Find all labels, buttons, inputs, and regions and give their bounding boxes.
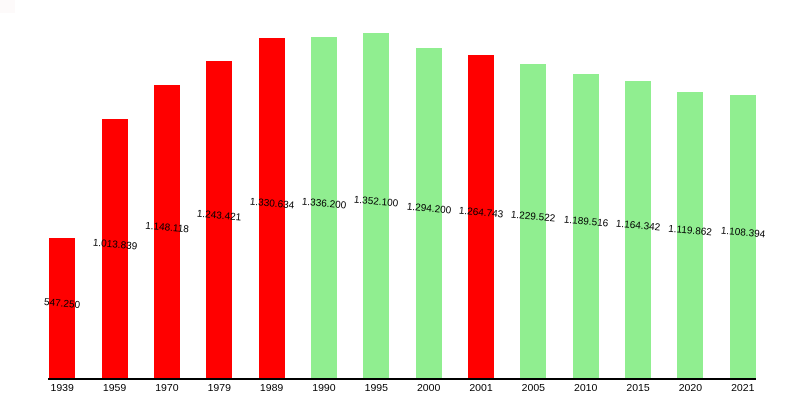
value-label-2000: 1.294.200	[405, 201, 452, 217]
bar-2000	[415, 48, 442, 378]
bar-2010	[572, 74, 599, 378]
year-label-2010: 2010	[574, 382, 598, 394]
value-label-1995: 1.352.100	[353, 194, 399, 209]
year-label-2001: 2001	[469, 382, 493, 394]
year-label-1979: 1979	[207, 382, 231, 394]
bar-1990	[310, 37, 337, 378]
bar-1979	[206, 61, 233, 378]
value-label-2010: 1.189.516	[563, 214, 609, 230]
year-label-2021: 2021	[731, 382, 755, 394]
value-label-1959: 1.013.839	[91, 237, 138, 252]
year-label-2005: 2005	[521, 382, 546, 394]
bar-2020	[677, 92, 704, 378]
value-label-1990: 1.336.200	[301, 196, 347, 211]
bar-2001	[468, 55, 494, 378]
year-label-2000: 2000	[416, 382, 441, 394]
bar-2005	[520, 64, 547, 378]
value-label-2015: 1.164.342	[615, 218, 661, 233]
year-label-1939: 1939	[50, 382, 74, 394]
bar-1939	[49, 238, 76, 378]
value-label-1970: 1.148.118	[144, 220, 190, 235]
x-axis-line	[48, 378, 756, 380]
bar-2015	[625, 81, 652, 378]
bar-1995	[363, 33, 390, 378]
value-label-1989: 1.330.634	[248, 196, 295, 212]
year-label-2015: 2015	[626, 382, 650, 394]
year-label-1989: 1989	[259, 382, 284, 394]
value-label-2021: 1.108.394	[720, 225, 766, 240]
bar-1989	[258, 38, 285, 378]
year-label-1995: 1995	[364, 382, 388, 394]
value-label-1979: 1.243.421	[196, 208, 242, 223]
year-label-1959: 1959	[102, 382, 127, 394]
value-label-2020: 1.119.862	[668, 223, 713, 239]
value-label-2001: 1.264.743	[458, 205, 504, 220]
bar-2021	[729, 95, 756, 378]
value-label-2005: 1.229.522	[510, 209, 556, 225]
corner-artifact	[0, 0, 15, 13]
bar-1970	[153, 85, 180, 378]
year-label-2020: 2020	[678, 382, 703, 394]
bar-1959	[101, 119, 128, 378]
year-label-1970: 1970	[155, 382, 179, 394]
year-label-1990: 1990	[312, 382, 336, 394]
